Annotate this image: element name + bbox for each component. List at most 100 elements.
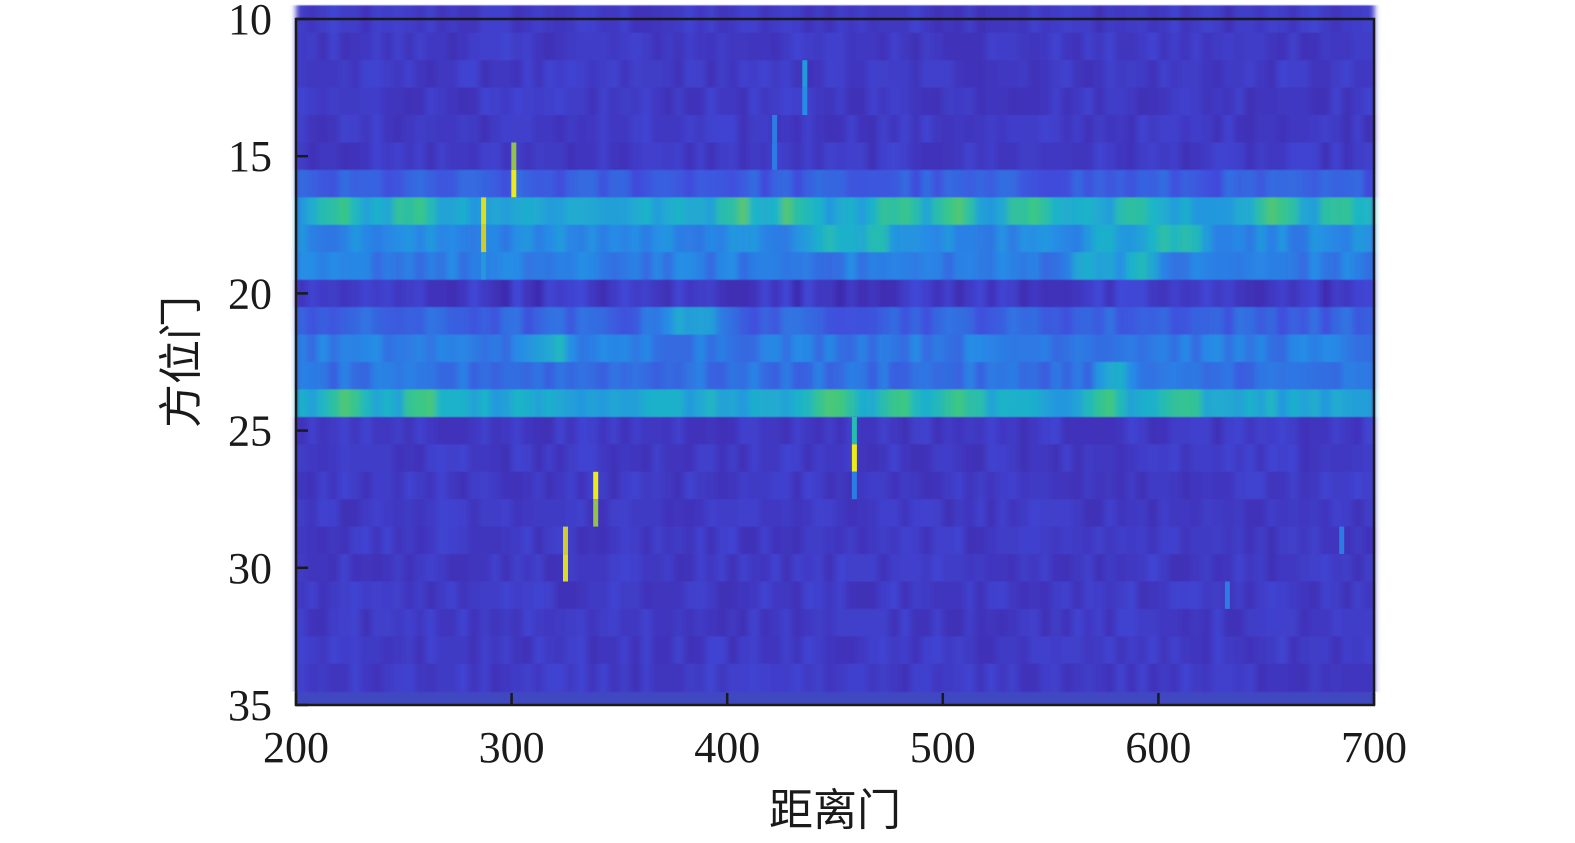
- heatmap-cell: [425, 389, 437, 418]
- heatmap-cell: [436, 252, 448, 281]
- heatmap-cell: [964, 197, 976, 226]
- heatmap-cell: [1104, 389, 1116, 418]
- heatmap-cell: [1115, 87, 1127, 116]
- heatmap-cell: [1190, 499, 1203, 528]
- heatmap-cell: [1093, 334, 1106, 363]
- heatmap-cell: [641, 362, 653, 390]
- heatmap-cell: [1018, 60, 1030, 89]
- heatmap-cell: [468, 334, 480, 363]
- heatmap-cell: [1104, 279, 1116, 308]
- heatmap-cell: [727, 197, 739, 226]
- heatmap-cell: [942, 526, 955, 555]
- heatmap-cell: [1309, 60, 1321, 89]
- heatmap-cell: [1212, 471, 1224, 500]
- heatmap-cell: [921, 32, 933, 61]
- heatmap-cell: [899, 416, 912, 445]
- heatmap-cell: [1352, 362, 1364, 390]
- heatmap-cell: [587, 444, 599, 473]
- heatmap-cell: [1244, 279, 1256, 308]
- heatmap-cell: [414, 307, 426, 336]
- heatmap-cell: [522, 60, 534, 89]
- heatmap-cell: [791, 554, 804, 583]
- heatmap-cell: [479, 362, 491, 390]
- heatmap-cell: [630, 581, 642, 610]
- heatmap-cell: [533, 444, 545, 473]
- heatmap-cell: [457, 142, 470, 171]
- heatmap-cell: [1352, 554, 1364, 583]
- heatmap-cell: [845, 471, 858, 500]
- heatmap-cell: [867, 389, 879, 418]
- heatmap-cell: [1320, 224, 1332, 253]
- heatmap-cell: [975, 115, 987, 143]
- heatmap-cell: [1298, 471, 1310, 500]
- heatmap-cell: [824, 115, 836, 143]
- heatmap-cell: [382, 416, 394, 445]
- heatmap-cell: [932, 636, 944, 665]
- heatmap-cell: [1212, 499, 1224, 528]
- heatmap-cell: [856, 389, 868, 418]
- heatmap-cell: [985, 663, 998, 692]
- heatmap-cell: [1126, 471, 1138, 500]
- heatmap-cell: [975, 252, 987, 281]
- heatmap-cell: [1115, 279, 1127, 308]
- heatmap-cell: [554, 224, 567, 253]
- heatmap-cell: [770, 279, 782, 308]
- heatmap-cell: [932, 252, 944, 281]
- heatmap-cell: [759, 142, 771, 171]
- heatmap-cell: [910, 554, 922, 583]
- heatmap-cell: [403, 60, 416, 89]
- heatmap-cell: [662, 142, 674, 171]
- heatmap-cell: [436, 142, 448, 171]
- heatmap-cell: [932, 115, 944, 143]
- heatmap-cell: [576, 609, 588, 637]
- heatmap-cell: [296, 60, 308, 89]
- heatmap-cell: [791, 279, 804, 308]
- heatmap-cell: [597, 581, 610, 610]
- heatmap-cell: [716, 87, 728, 116]
- heatmap-cell: [1363, 307, 1375, 336]
- heatmap-cell: [921, 60, 933, 89]
- heatmap-cell: [511, 362, 523, 390]
- heatmap-cell: [813, 663, 825, 692]
- heatmap-cell: [382, 334, 394, 363]
- heatmap-cell: [985, 636, 998, 665]
- heatmap-cell: [403, 87, 416, 116]
- heatmap-cell: [662, 554, 674, 583]
- heatmap-cell: [457, 526, 470, 555]
- heatmap-cell: [651, 169, 664, 198]
- heatmap-cell: [1072, 279, 1084, 308]
- heatmap-cell: [1363, 87, 1375, 116]
- heatmap-cell: [500, 224, 513, 253]
- heatmap-cell: [1050, 279, 1062, 308]
- heatmap-cell: [1320, 499, 1332, 528]
- heatmap-cell: [425, 609, 437, 637]
- heatmap-cell: [360, 252, 373, 281]
- heatmap-cell: [975, 663, 987, 692]
- heatmap-cell: [587, 526, 599, 555]
- heatmap-cell: [748, 224, 761, 253]
- heatmap-cell: [1287, 362, 1300, 390]
- heatmap-cell: [1266, 197, 1278, 226]
- heatmap-cell: [694, 499, 707, 528]
- heatmap-cell: [942, 32, 955, 61]
- heatmap-cell: [781, 334, 793, 363]
- heatmap-cell: [932, 444, 944, 473]
- heatmap-cell: [1093, 142, 1106, 171]
- heatmap-cell: [1029, 169, 1041, 198]
- heatmap-cell: [360, 416, 373, 445]
- heatmap-cell: [1072, 224, 1084, 253]
- heatmap-cell: [813, 197, 825, 226]
- heatmap-cell: [349, 609, 362, 637]
- heatmap-cell: [964, 252, 976, 281]
- heatmap-cell: [878, 32, 890, 61]
- heatmap-cell: [748, 499, 761, 528]
- heatmap-cell: [349, 526, 362, 555]
- heatmap-cell: [1007, 197, 1019, 226]
- heatmap-cell: [1223, 307, 1235, 336]
- heatmap-cell: [748, 334, 761, 363]
- heatmap-cell: [1244, 224, 1256, 253]
- heatmap-cell: [1320, 554, 1332, 583]
- heatmap-cell: [942, 60, 955, 89]
- heatmap-cell: [641, 444, 653, 473]
- heatmap-cell: [576, 224, 588, 253]
